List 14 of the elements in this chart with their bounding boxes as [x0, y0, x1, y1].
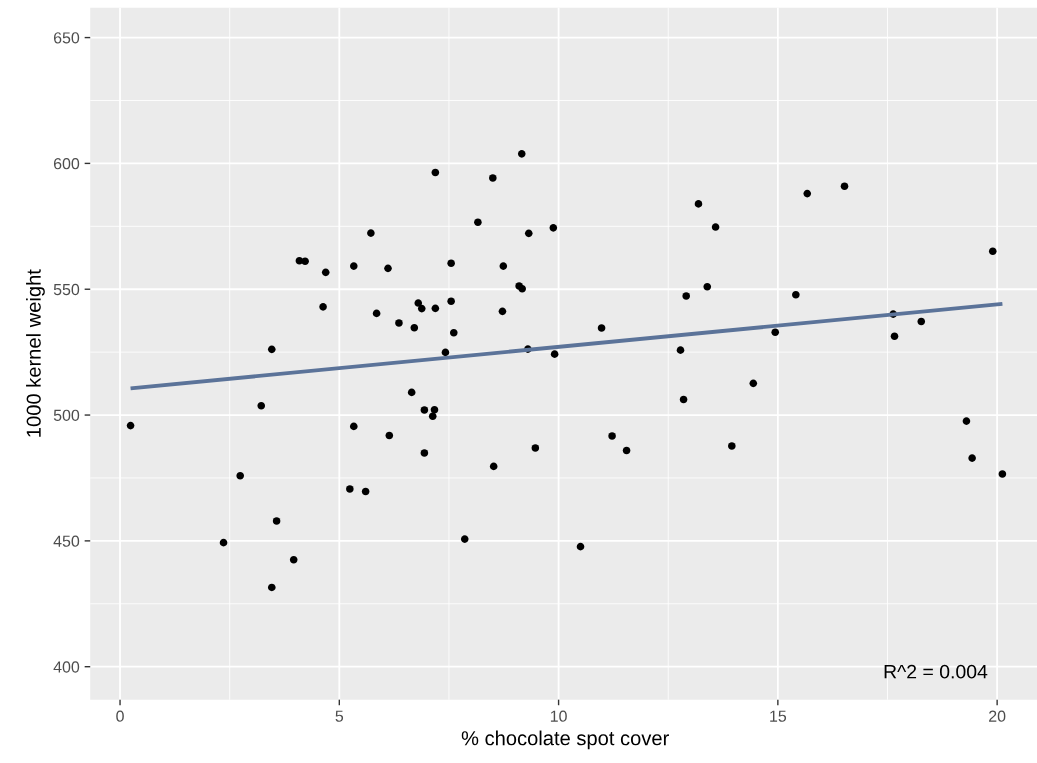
x-tick-label: 20 [989, 710, 1006, 722]
x-tick-label: 15 [770, 710, 787, 722]
y-tick-label: 400 [53, 661, 80, 673]
annotation: R^2 = 0.004 [884, 664, 988, 679]
y-tick-label: 650 [53, 32, 80, 44]
x-tick-label: 5 [335, 710, 344, 722]
x-axis-title: % chocolate spot cover [461, 730, 669, 750]
y-axis-title: 1000 kernel weight [26, 269, 45, 437]
y-tick-label: 450 [53, 535, 80, 547]
x-tick-label: 10 [550, 710, 567, 722]
x-tick-label: 0 [116, 710, 124, 722]
y-tick-label: 550 [53, 283, 80, 296]
y-tick-label: 600 [53, 158, 80, 170]
y-tick-label: 500 [53, 409, 80, 421]
